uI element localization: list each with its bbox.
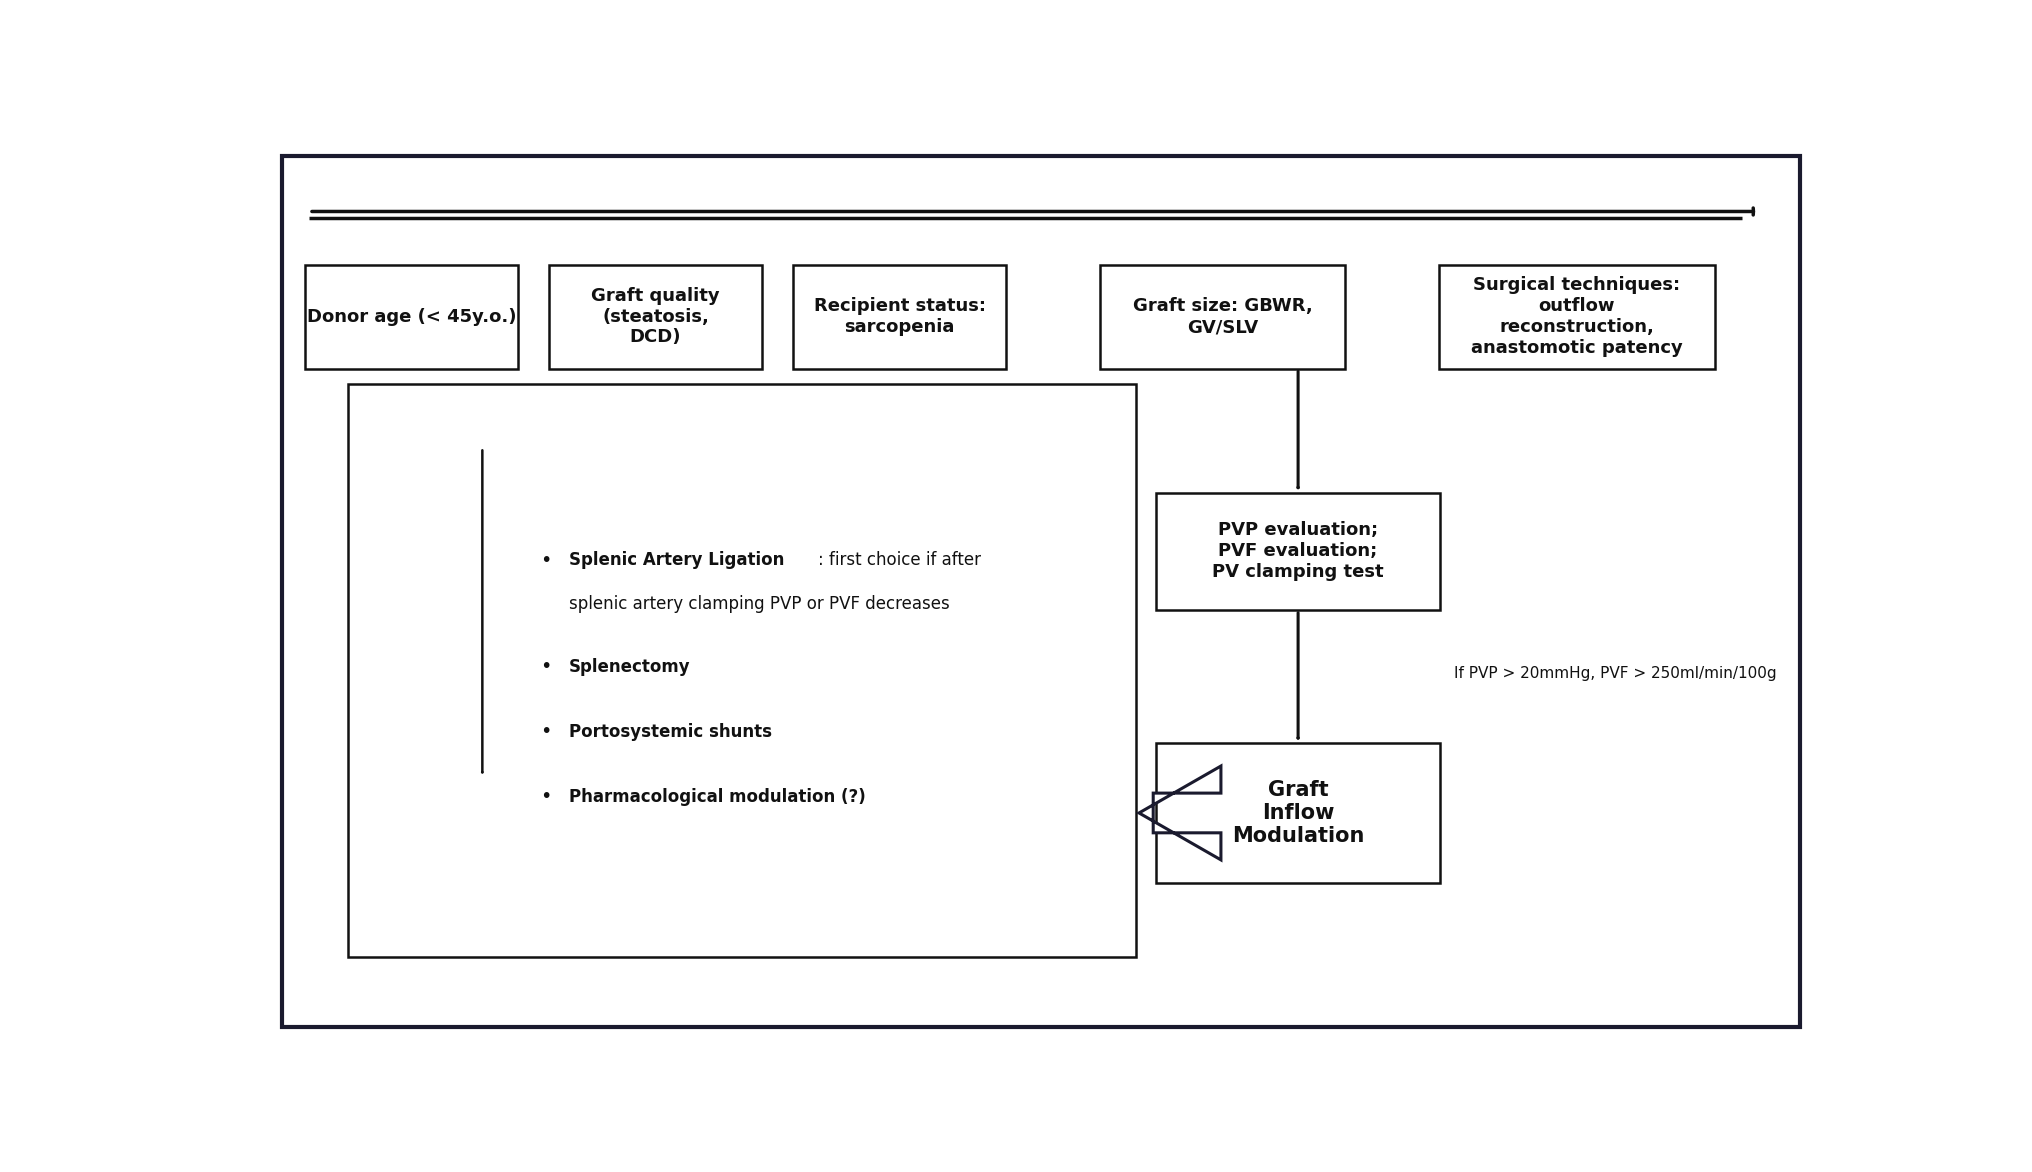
Text: Splenectomy: Splenectomy	[569, 657, 691, 676]
Bar	[792, 265, 1006, 368]
Text: Donor age (< 45y.o.): Donor age (< 45y.o.)	[307, 307, 516, 326]
Bar	[305, 265, 518, 368]
Text: Surgical techniques:
outflow
reconstruction,
anastomotic patency: Surgical techniques: outflow reconstruct…	[1471, 277, 1682, 356]
Bar	[1156, 743, 1441, 883]
Text: Recipient status:
sarcopenia: Recipient status: sarcopenia	[813, 298, 986, 336]
Text: Portosystemic shunts: Portosystemic shunts	[569, 723, 772, 741]
Polygon shape	[1140, 766, 1221, 860]
Text: •: •	[541, 657, 551, 676]
Bar	[549, 265, 762, 368]
Text: •: •	[541, 788, 551, 806]
Bar	[350, 384, 1136, 958]
Text: Pharmacological modulation (?): Pharmacological modulation (?)	[569, 788, 866, 805]
Text: Graft quality
(steatosis,
DCD): Graft quality (steatosis, DCD)	[591, 287, 719, 347]
Bar	[1101, 265, 1345, 368]
Text: Splenic Artery Ligation: Splenic Artery Ligation	[569, 551, 784, 570]
Text: splenic artery clamping PVP or PVF decreases: splenic artery clamping PVP or PVF decre…	[569, 594, 949, 613]
Bar	[1156, 492, 1441, 609]
Text: •: •	[541, 551, 551, 570]
Text: •: •	[541, 722, 551, 741]
Text: PVP evaluation;
PVF evaluation;
PV clamping test: PVP evaluation; PVF evaluation; PV clamp…	[1213, 522, 1384, 581]
Text: Graft size: GBWR,
GV/SLV: Graft size: GBWR, GV/SLV	[1132, 298, 1313, 336]
Text: Graft
Inflow
Modulation: Graft Inflow Modulation	[1231, 779, 1363, 846]
Text: If PVP > 20mmHg, PVF > 250ml/min/100g: If PVP > 20mmHg, PVF > 250ml/min/100g	[1455, 666, 1776, 681]
Bar	[1439, 265, 1715, 368]
Text: : first choice if after: : first choice if after	[817, 551, 981, 570]
